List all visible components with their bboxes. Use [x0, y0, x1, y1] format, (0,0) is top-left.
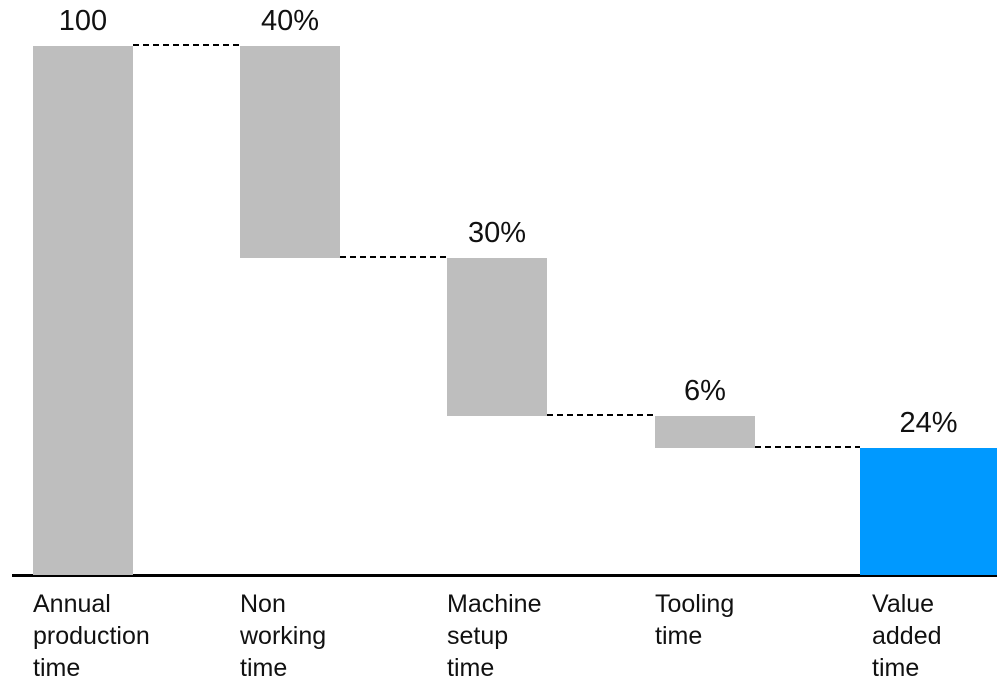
category-label-line: working: [240, 622, 327, 650]
category-label-line: time: [240, 654, 288, 682]
x-axis-line: [12, 574, 997, 577]
connector-machine-setup-time-to-tooling-time: [547, 414, 655, 417]
category-label-line: time: [872, 654, 920, 682]
value-label-non-working-time: 40%: [260, 5, 320, 37]
bar-machine-setup-time: [447, 257, 547, 417]
category-label-non-working-time: Non working time: [240, 588, 326, 684]
bar-value-added-time: [860, 448, 997, 575]
value-label-machine-setup-time: 30%: [467, 216, 527, 249]
category-label-line: time: [655, 622, 703, 650]
category-label-tooling-time: Tooling time: [655, 588, 734, 652]
bar-non-working-time: [240, 46, 340, 258]
value-label-tooling-time: 6%: [684, 375, 726, 408]
bar-tooling-time: [655, 416, 755, 449]
connector-tooling-time-to-value-added-time: [755, 446, 860, 449]
connector-non-working-time-to-machine-setup-time: [340, 255, 447, 258]
category-label-line: time: [33, 654, 81, 682]
value-label-annual-production-time: 100: [58, 5, 108, 37]
category-label-machine-setup-time: Machine setup time: [447, 588, 542, 684]
value-label-value-added-time: 24%: [899, 407, 958, 440]
category-label-annual-production-time: Annual production time: [33, 588, 150, 684]
category-label-line: Annual: [33, 590, 111, 618]
bar-annual-production-time: [33, 46, 133, 575]
category-label-line: Tooling: [655, 590, 735, 618]
category-label-value-added-time: Value added time: [872, 588, 942, 684]
category-label-line: added: [872, 622, 942, 650]
category-label-line: setup: [447, 622, 509, 650]
category-label-line: Non: [240, 590, 286, 618]
category-label-line: Value: [872, 590, 935, 618]
connector-annual-production-time-to-non-working-time: [133, 44, 240, 46]
category-label-line: time: [447, 654, 495, 682]
category-label-line: Machine: [447, 590, 542, 618]
category-label-line: production: [33, 622, 150, 650]
